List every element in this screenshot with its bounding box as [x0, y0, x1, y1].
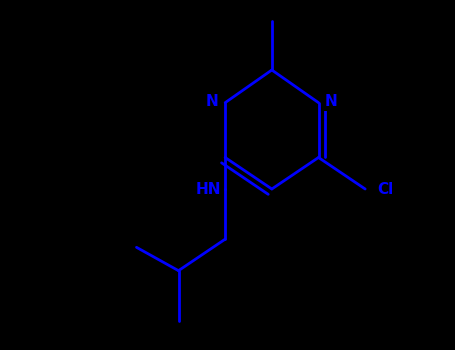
Text: HN: HN [196, 182, 222, 196]
Text: N: N [325, 94, 338, 109]
Text: Cl: Cl [377, 182, 393, 196]
Text: N: N [206, 94, 219, 109]
